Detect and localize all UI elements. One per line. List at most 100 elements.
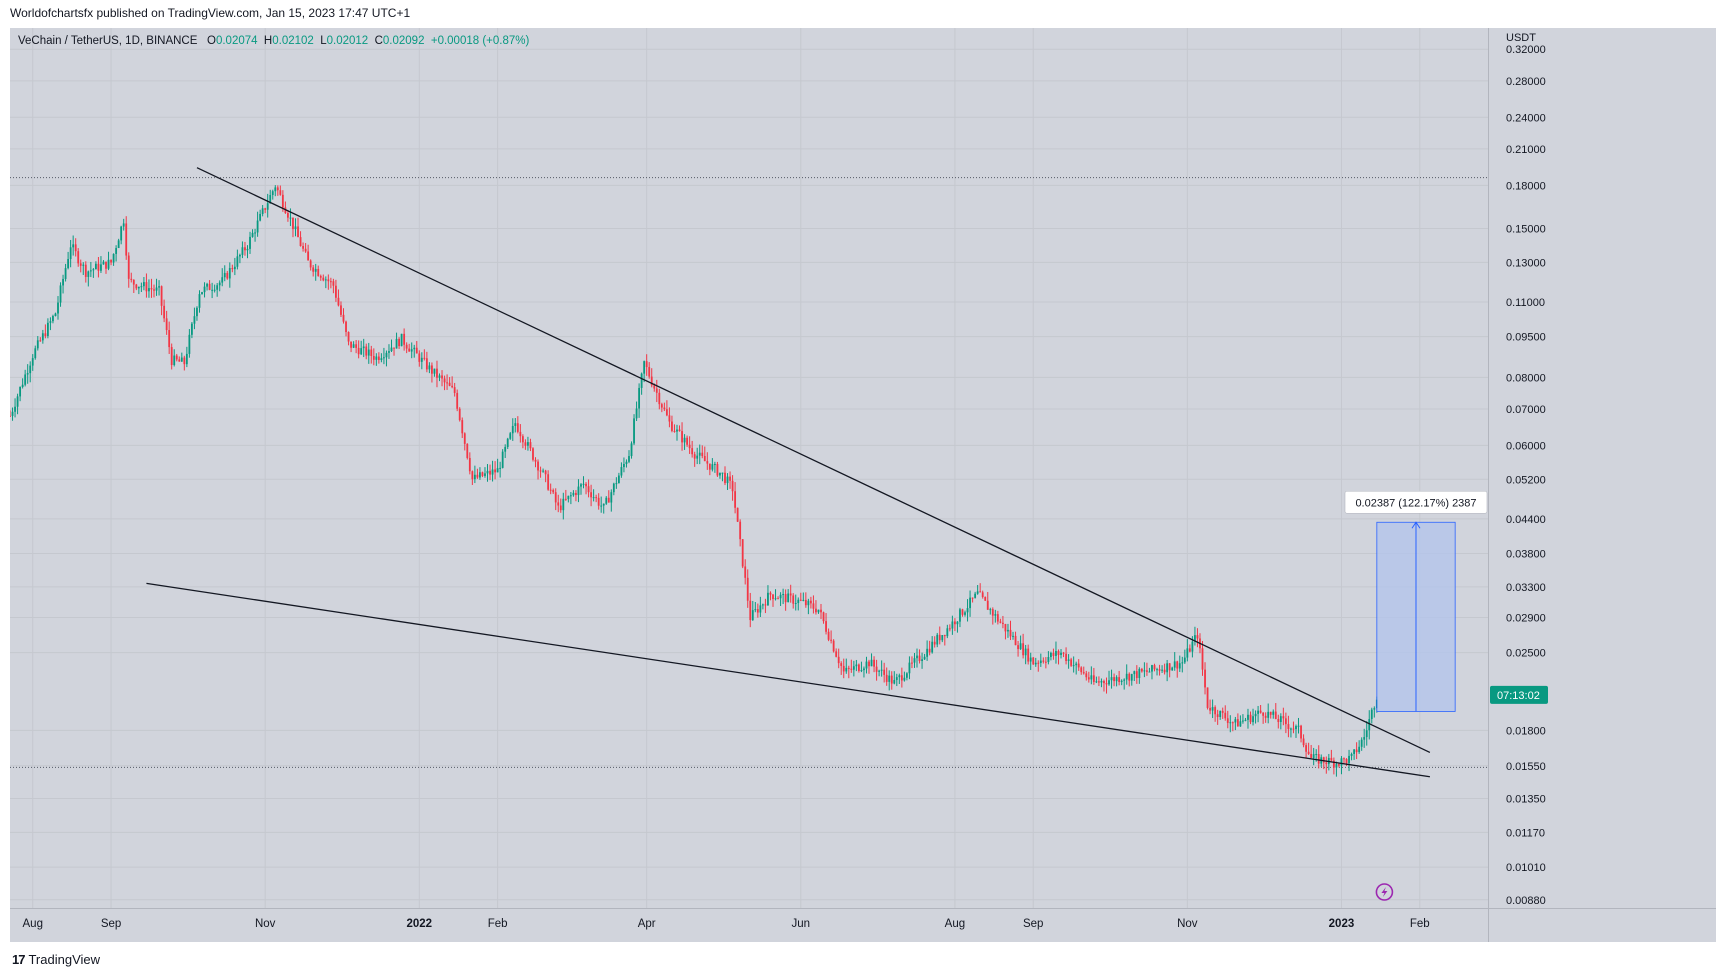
candle-body [951, 621, 954, 629]
candle-body [1206, 687, 1209, 708]
candle-body [688, 444, 691, 449]
candle [415, 341, 418, 354]
candle [615, 477, 618, 489]
candle [372, 348, 375, 366]
candle [395, 332, 398, 349]
candle-body [67, 259, 70, 269]
trendline-lower[interactable] [146, 582, 1430, 778]
candle [537, 459, 539, 480]
candle-body [479, 472, 481, 478]
candle [228, 262, 231, 288]
candle-body [216, 285, 219, 290]
candle [1012, 631, 1014, 640]
candle-body [602, 503, 605, 506]
candle [1108, 670, 1110, 686]
candle-body [981, 592, 984, 597]
candle [1120, 679, 1123, 686]
candle [870, 653, 873, 667]
y-tick-label: 0.05200 [1506, 474, 1546, 486]
candle-body [1300, 725, 1302, 739]
candle-body [726, 476, 729, 484]
candle-body [130, 278, 133, 280]
candle [1007, 623, 1009, 638]
footer-brand[interactable]: 17 TradingView [12, 952, 100, 967]
candle-body [1092, 675, 1095, 682]
candle-body [340, 305, 342, 315]
arrow-up-icon [1411, 521, 1421, 529]
candle-body [628, 456, 630, 462]
candle-body [903, 677, 906, 681]
candle-body [809, 600, 812, 604]
candle-body [21, 384, 24, 388]
candle-body [1302, 738, 1305, 746]
candle-body [1312, 754, 1315, 758]
candle-body [650, 376, 653, 386]
candle [774, 589, 777, 601]
candle-body [799, 599, 802, 601]
candle-body [701, 452, 704, 457]
candle [564, 489, 567, 501]
candle-body [1009, 629, 1012, 637]
candle [251, 229, 254, 238]
candle-body [491, 469, 494, 475]
time-axis[interactable]: Aug Sep Nov 2022 Feb Apr Jun Aug Sep Nov 2023 Feb [23, 918, 1430, 930]
candle [150, 278, 153, 298]
candle-body [734, 491, 737, 508]
price-axis[interactable]: USDT 0.32000 0.28000 0.24000 0.21000 0.18000… [1506, 32, 1546, 907]
candle [562, 492, 565, 520]
candle [506, 437, 509, 450]
candle-body [772, 594, 774, 600]
candle-body [140, 286, 143, 288]
candle [1358, 740, 1361, 754]
candle-body [390, 347, 393, 352]
candle [830, 630, 833, 644]
candle-body [241, 247, 244, 255]
candle-body [1315, 754, 1318, 756]
candle [1221, 707, 1224, 719]
candle-body [259, 213, 262, 221]
price-chart[interactable]: 0.02387 (122.17%) 2387 USDT 0.32000 0.280… [10, 28, 1716, 942]
candle-body [1077, 663, 1080, 668]
candle-body [218, 282, 221, 286]
candle-body [804, 599, 807, 606]
candle [231, 264, 234, 273]
candle-body [1176, 661, 1179, 669]
candle-body [729, 476, 731, 481]
candle [852, 660, 855, 677]
candle [792, 593, 795, 609]
candle [342, 308, 345, 324]
trendlines[interactable] [146, 167, 1431, 778]
candle [1287, 715, 1290, 738]
candle [620, 462, 623, 478]
measure-tool[interactable]: 0.02387 (122.17%) 2387 [1344, 490, 1488, 712]
candle-body [501, 451, 504, 468]
candle-body [1055, 651, 1057, 656]
candle-body [817, 609, 820, 613]
candle-body [830, 639, 833, 641]
candle [276, 185, 279, 196]
candle [294, 218, 297, 237]
chart-pane[interactable] [10, 28, 1716, 942]
candle [1055, 641, 1057, 664]
lightning-icon[interactable] [1375, 883, 1394, 901]
candle-body [163, 305, 166, 319]
candle-body [1284, 718, 1287, 725]
trendline-upper[interactable] [196, 167, 1431, 754]
candle-body [1239, 721, 1242, 727]
candle [110, 259, 112, 266]
candle [107, 251, 110, 271]
symbol-name[interactable]: VeChain / TetherUS, 1D, BINANCE [18, 35, 198, 47]
candle-body [787, 593, 790, 603]
candle [890, 671, 893, 690]
candle [69, 239, 72, 268]
candle-body [625, 461, 628, 464]
candle [453, 382, 456, 397]
candle-body [986, 600, 989, 610]
candle [1156, 667, 1158, 676]
y-tick-label: 0.02500 [1506, 648, 1546, 660]
candle-body [587, 486, 590, 493]
candle-body [600, 505, 603, 507]
candle-body [1163, 669, 1166, 673]
candle-body [1151, 665, 1153, 672]
candle [842, 658, 845, 679]
